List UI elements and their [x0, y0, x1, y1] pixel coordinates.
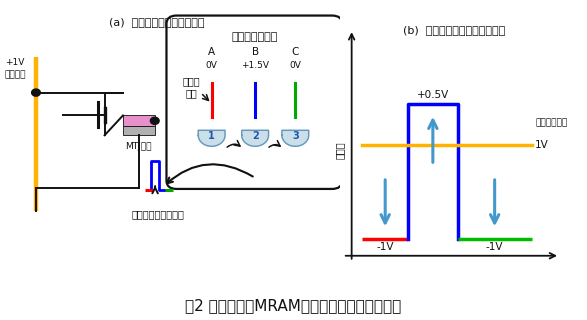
Text: MTJ素子: MTJ素子	[126, 142, 152, 151]
FancyBboxPatch shape	[167, 16, 342, 189]
Text: ビット線電圧: ビット線電圧	[535, 119, 568, 128]
Text: 1: 1	[208, 131, 215, 141]
Circle shape	[150, 117, 159, 124]
Polygon shape	[282, 130, 309, 146]
Text: +1V
ビット線: +1V ビット線	[5, 58, 26, 79]
Text: 0V: 0V	[205, 61, 218, 70]
Text: -1V: -1V	[376, 242, 394, 252]
Text: A: A	[208, 47, 215, 57]
Bar	[123, 116, 155, 126]
Text: 0V: 0V	[289, 61, 301, 70]
Bar	[123, 126, 155, 135]
Text: 電圧値: 電圧値	[334, 141, 345, 159]
Text: 高速パルス電圧生成: 高速パルス電圧生成	[131, 210, 184, 220]
Circle shape	[32, 89, 41, 96]
Text: (b)  素子にかかる書き込み電圧: (b) 素子にかかる書き込み電圧	[403, 25, 505, 35]
Text: (a)  書き込み回路の基本構成: (a) 書き込み回路の基本構成	[109, 17, 204, 27]
Text: -1V: -1V	[486, 242, 504, 252]
Polygon shape	[242, 130, 268, 146]
Polygon shape	[198, 130, 225, 146]
Text: +1.5V: +1.5V	[241, 61, 269, 70]
Text: 2: 2	[252, 131, 258, 141]
Text: トリガ
信号: トリガ 信号	[183, 76, 200, 99]
Text: C: C	[292, 47, 299, 57]
Text: B: B	[252, 47, 259, 57]
Text: ダミービット線: ダミービット線	[231, 32, 278, 42]
Text: 図2 電圧トルクMRAM用書き込み回路の概念図: 図2 電圧トルクMRAM用書き込み回路の概念図	[185, 299, 402, 314]
Text: 1V: 1V	[535, 140, 549, 150]
Text: 3: 3	[292, 131, 299, 141]
Text: +0.5V: +0.5V	[417, 90, 449, 100]
